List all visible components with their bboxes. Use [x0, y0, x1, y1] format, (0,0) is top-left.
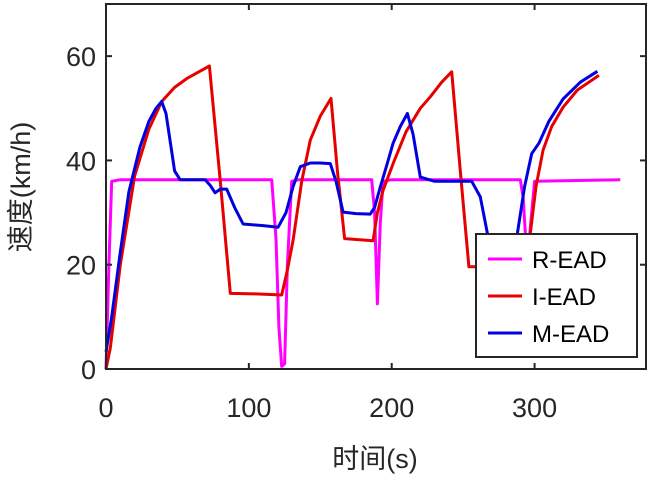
- x-tick-label: 200: [369, 393, 414, 423]
- legend-label-m-ead: M-EAD: [532, 321, 609, 348]
- y-tick-label: 60: [66, 42, 96, 72]
- x-tick-label: 300: [512, 393, 557, 423]
- x-axis-label: 时间(s): [332, 444, 417, 474]
- ticks-layer: 0 100 200 300 0 20 40 60: [66, 4, 646, 423]
- y-tick-label: 20: [66, 251, 96, 281]
- axes-box: [105, 3, 647, 370]
- legend-label-i-ead: I-EAD: [532, 284, 596, 311]
- y-tick-label: 0: [81, 355, 96, 385]
- x-tick-label: 100: [226, 393, 271, 423]
- y-tick-label: 40: [66, 146, 96, 176]
- legend-label-r-ead: R-EAD: [532, 247, 607, 274]
- y-axis-label: 速度(km/h): [6, 122, 36, 253]
- x-tick-label: 0: [98, 393, 113, 423]
- legend: R-EAD I-EAD M-EAD: [475, 233, 638, 358]
